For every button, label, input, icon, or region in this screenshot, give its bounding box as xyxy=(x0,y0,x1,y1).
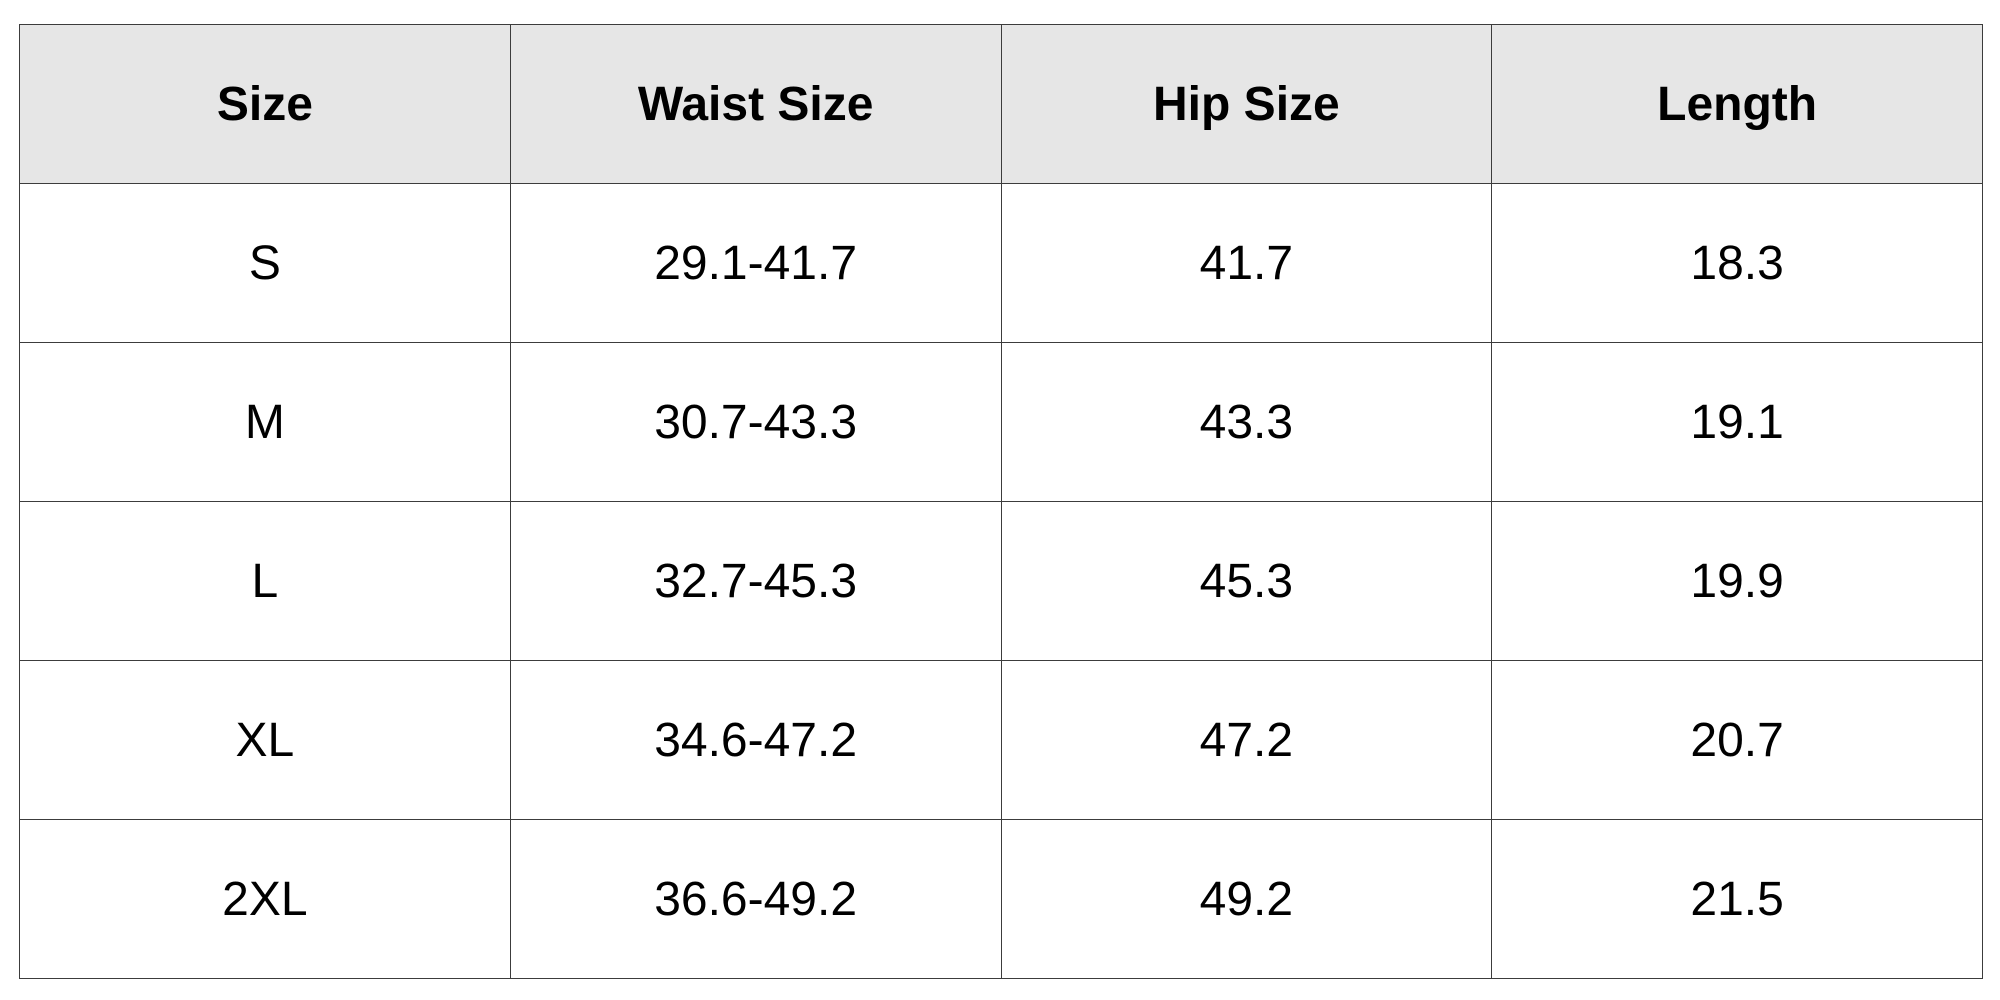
cell-waist-size: 30.7-43.3 xyxy=(509,342,1002,502)
cell-hip-size: 45.3 xyxy=(1000,501,1493,661)
table-row: M 30.7-43.3 43.3 19.1 xyxy=(19,342,1983,502)
header-hip-size: Hip Size xyxy=(1000,24,1493,184)
header-size: Size xyxy=(19,24,511,184)
cell-size: M xyxy=(19,342,511,502)
cell-waist-size: 32.7-45.3 xyxy=(509,501,1002,661)
cell-size: 2XL xyxy=(19,819,511,979)
table-row: XL 34.6-47.2 47.2 20.7 xyxy=(19,660,1983,820)
cell-waist-size: 29.1-41.7 xyxy=(509,183,1002,343)
header-waist-size: Waist Size xyxy=(509,24,1002,184)
table-row: 2XL 36.6-49.2 49.2 21.5 xyxy=(19,819,1983,979)
cell-hip-size: 47.2 xyxy=(1000,660,1493,820)
cell-hip-size: 41.7 xyxy=(1000,183,1493,343)
cell-size: L xyxy=(19,501,511,661)
cell-size: S xyxy=(19,183,511,343)
cell-length: 21.5 xyxy=(1491,819,1983,979)
table-row: L 32.7-45.3 45.3 19.9 xyxy=(19,501,1983,661)
header-row: Size Waist Size Hip Size Length xyxy=(19,24,1983,184)
table-row: S 29.1-41.7 41.7 18.3 xyxy=(19,183,1983,343)
cell-length: 19.1 xyxy=(1491,342,1983,502)
cell-waist-size: 36.6-49.2 xyxy=(509,819,1002,979)
cell-hip-size: 49.2 xyxy=(1000,819,1493,979)
cell-length: 19.9 xyxy=(1491,501,1983,661)
cell-waist-size: 34.6-47.2 xyxy=(509,660,1002,820)
cell-hip-size: 43.3 xyxy=(1000,342,1493,502)
cell-size: XL xyxy=(19,660,511,820)
cell-length: 20.7 xyxy=(1491,660,1983,820)
table-body: S 29.1-41.7 41.7 18.3 M 30.7-43.3 43.3 1… xyxy=(19,183,1983,979)
header-length: Length xyxy=(1491,24,1983,184)
cell-length: 18.3 xyxy=(1491,183,1983,343)
table-header: Size Waist Size Hip Size Length xyxy=(19,24,1983,184)
size-chart-table: Size Waist Size Hip Size Length S 29.1-4… xyxy=(19,24,1983,979)
